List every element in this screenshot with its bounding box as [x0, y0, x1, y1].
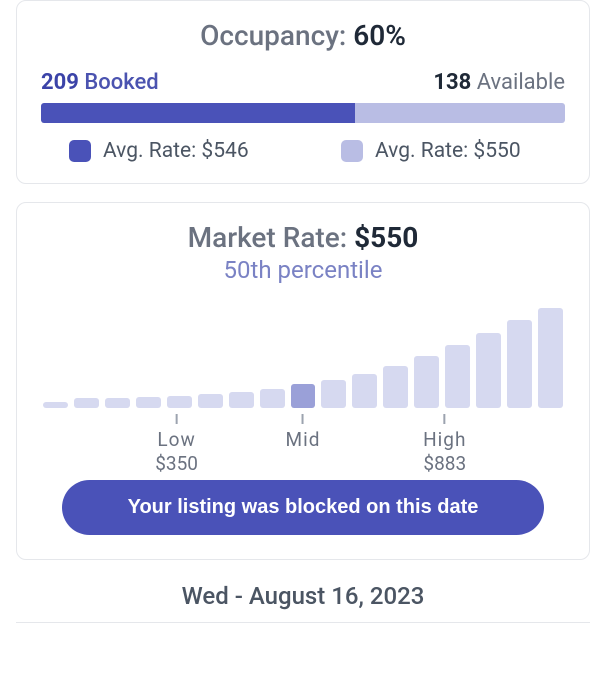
histogram-bar [507, 320, 532, 408]
histogram-bar [198, 394, 223, 408]
histogram-bar [229, 392, 254, 408]
market-rate-title-label: Market Rate: [188, 221, 348, 254]
legend-booked-label: Avg. Rate: $546 [103, 139, 249, 163]
legend-swatch-available [341, 140, 363, 162]
market-rate-title-value: $550 [354, 221, 418, 254]
axis-tick-value: $350 [155, 452, 198, 476]
histogram-bar [321, 380, 346, 408]
available-label: Available [477, 70, 565, 95]
available-count-group: 138 Available [433, 70, 565, 95]
booked-label: Booked [84, 70, 158, 95]
histogram-bar [167, 396, 192, 408]
occupancy-bar-booked [41, 103, 355, 123]
histogram-bar [414, 356, 439, 408]
histogram-bar [383, 366, 408, 408]
histogram-bar [43, 402, 68, 408]
legend-available-label: Avg. Rate: $550 [375, 139, 521, 163]
axis-tick-value: $883 [423, 452, 466, 476]
occupancy-counts-row: 209 Booked 138 Available [41, 70, 565, 95]
occupancy-bar [41, 103, 565, 123]
histogram-bar [260, 389, 285, 408]
market-histogram [41, 308, 565, 408]
occupancy-bar-available [355, 103, 565, 123]
axis-tick-label: High [423, 428, 466, 451]
histogram-bar [136, 397, 161, 408]
axis-tick: Mid [286, 414, 321, 452]
date-separator: Wed - August 16, 2023 [16, 582, 590, 610]
market-histogram-axis: Low$350MidHigh$883 [41, 414, 565, 458]
axis-tick-label: Mid [286, 428, 321, 451]
histogram-bar [352, 374, 377, 408]
blocked-pill[interactable]: Your listing was blocked on this date [62, 480, 544, 535]
available-count: 138 [433, 70, 471, 95]
histogram-bar [105, 398, 130, 408]
occupancy-card: Occupancy: 60% 209 Booked 138 Available … [16, 0, 590, 184]
occupancy-title: Occupancy: 60% [41, 19, 565, 52]
market-rate-subtitle: 50th percentile [41, 256, 565, 284]
histogram-bar [74, 398, 99, 408]
axis-tick: Low$350 [155, 414, 198, 476]
booked-count-group: 209 Booked [41, 70, 159, 95]
histogram-bar [538, 308, 563, 408]
axis-tick: High$883 [423, 414, 466, 476]
occupancy-title-label: Occupancy: [200, 19, 346, 52]
divider [16, 622, 590, 623]
booked-count: 209 [41, 70, 79, 95]
histogram-bar [291, 384, 316, 408]
histogram-bar [445, 345, 470, 408]
histogram-bar [476, 333, 501, 408]
legend-swatch-booked [69, 140, 91, 162]
occupancy-title-value: 60% [353, 19, 406, 52]
market-rate-title: Market Rate: $550 [41, 221, 565, 254]
legend-available: Avg. Rate: $550 [341, 139, 565, 163]
occupancy-legend: Avg. Rate: $546 Avg. Rate: $550 [41, 139, 565, 163]
market-rate-card: Market Rate: $550 50th percentile Low$35… [16, 202, 590, 560]
legend-booked: Avg. Rate: $546 [69, 139, 293, 163]
axis-tick-label: Low [157, 428, 195, 451]
